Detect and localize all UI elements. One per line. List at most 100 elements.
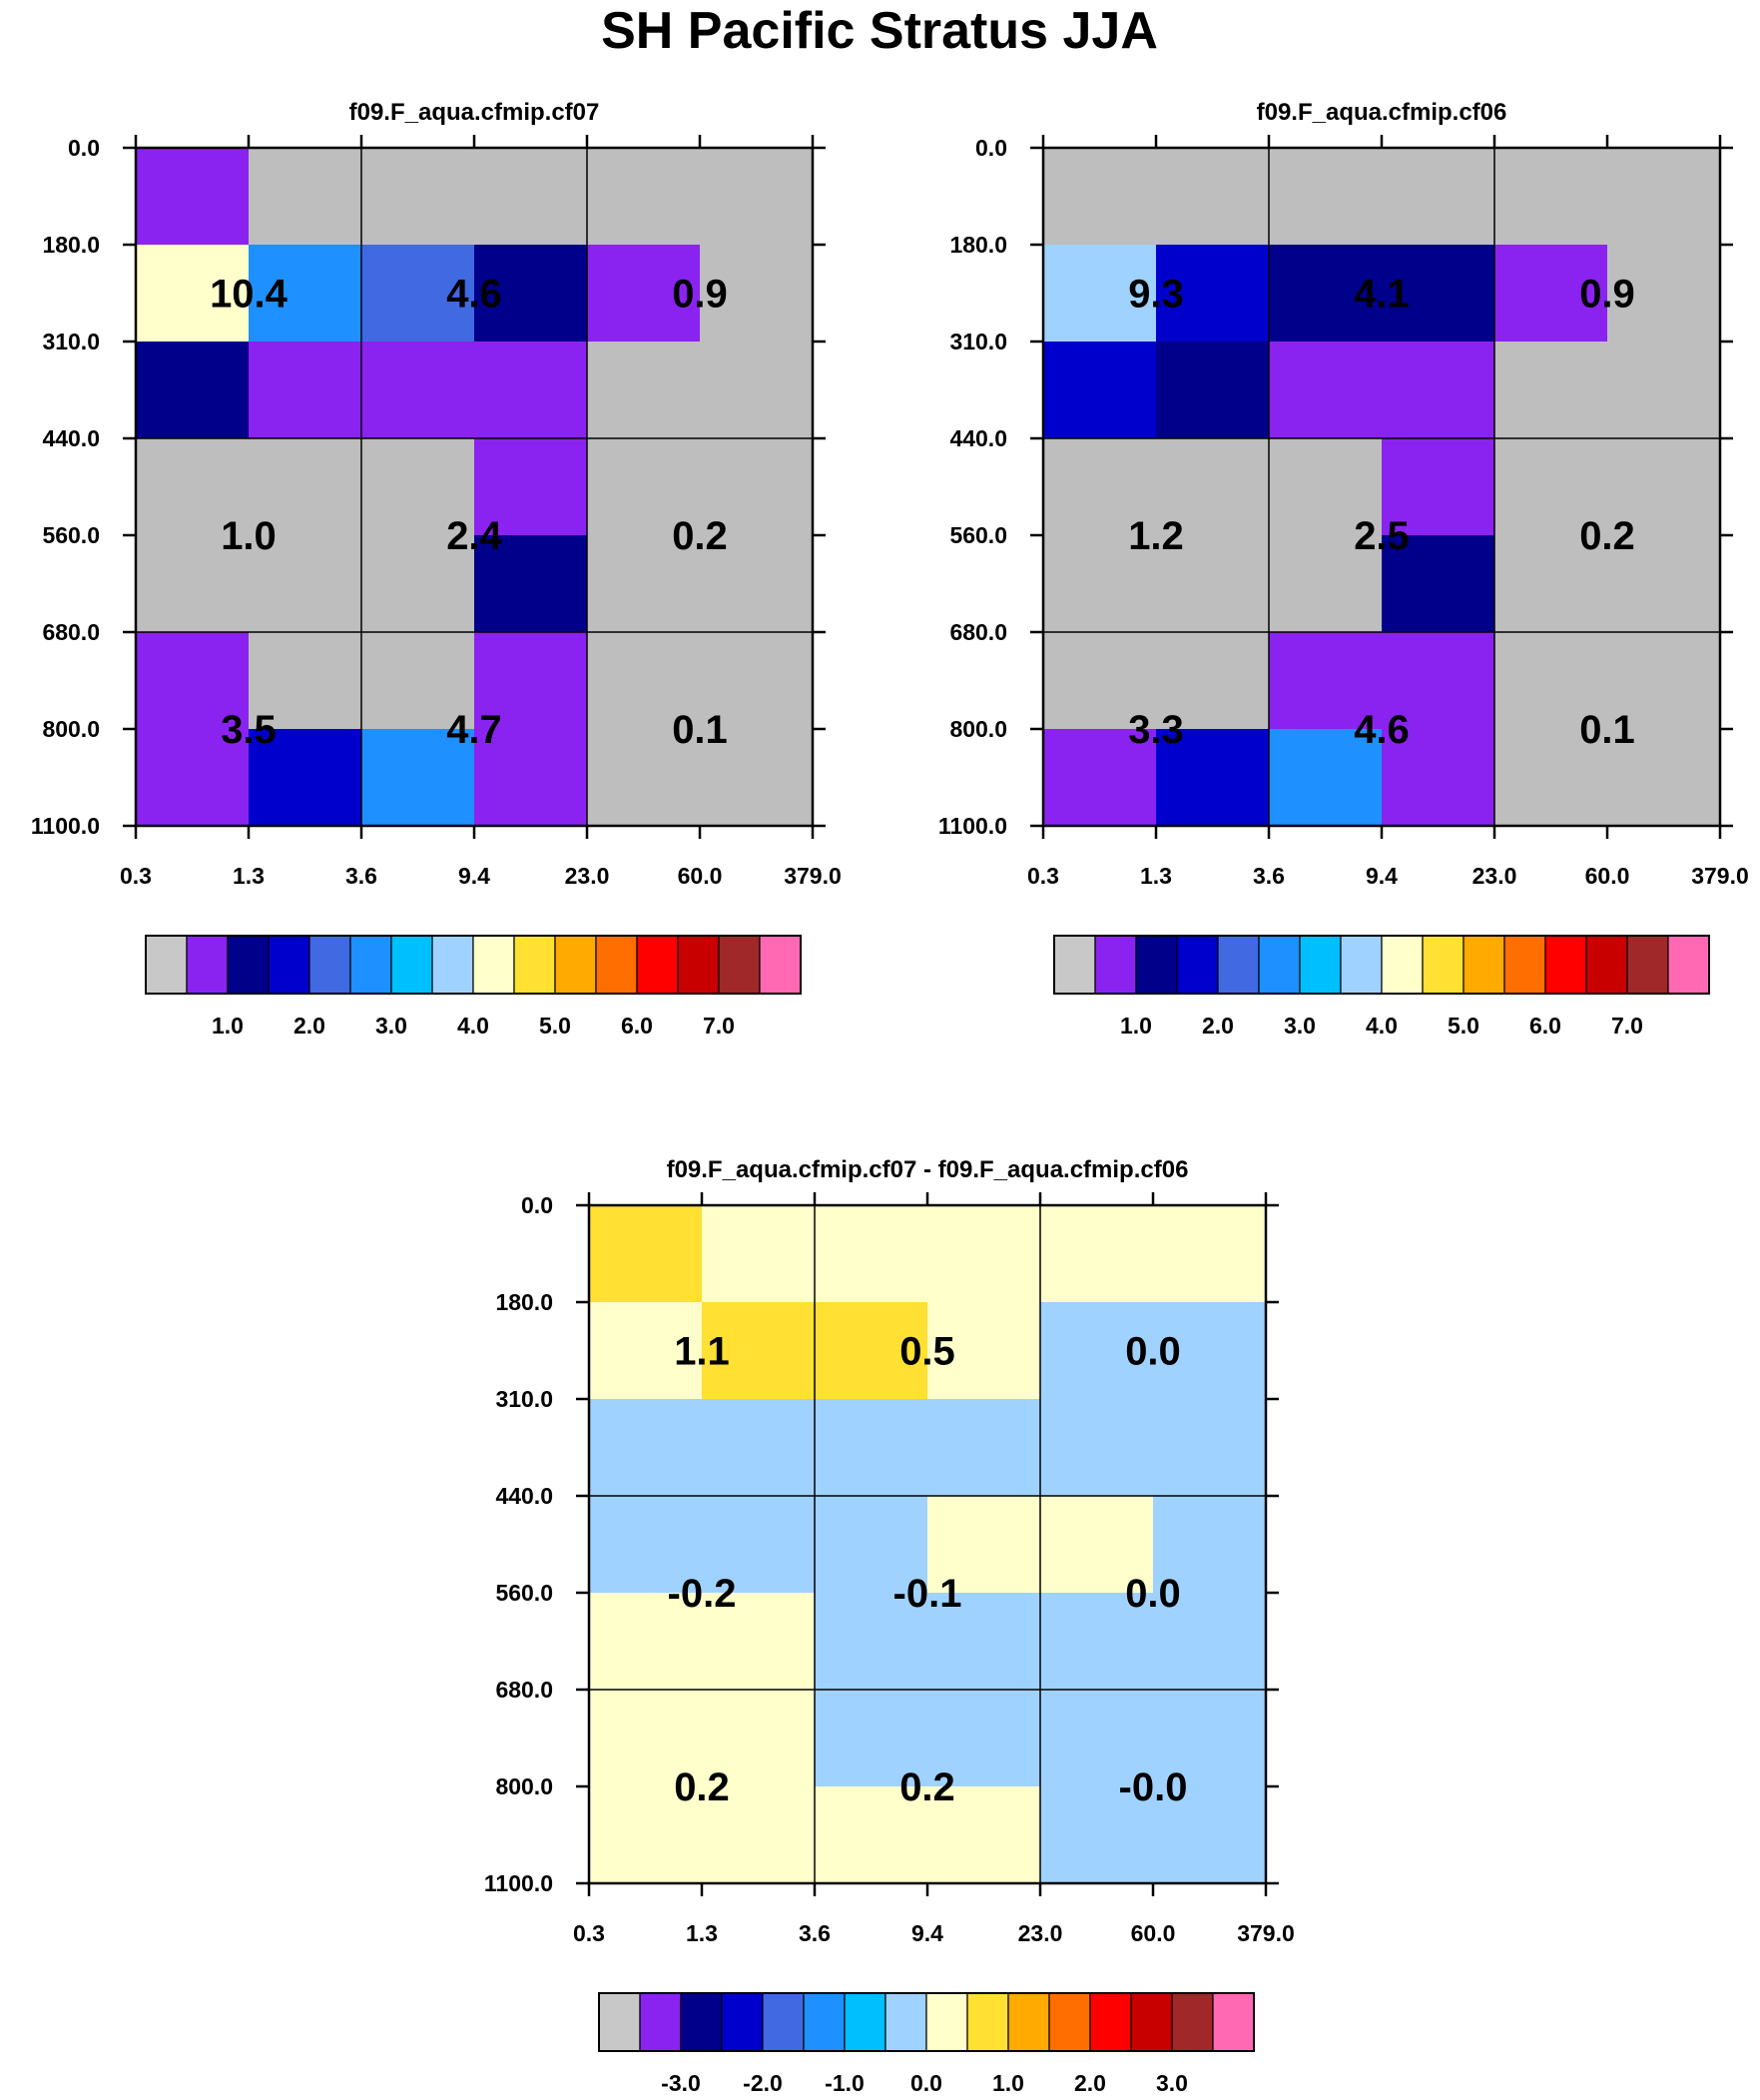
box-value-label: 0.1 [1579, 708, 1635, 752]
heatmap-cell [700, 632, 814, 730]
colorbar-label: 1.0 [992, 2070, 1024, 2096]
y-tick-label: 0.0 [521, 1192, 553, 1218]
heatmap-cell [1156, 535, 1270, 633]
x-tick-label: 60.0 [678, 863, 723, 889]
colorbar-swatch [1463, 935, 1505, 995]
heatmap-cell [1269, 729, 1383, 827]
heatmap-cell [1153, 1205, 1267, 1303]
colorbar-label: 2.0 [1202, 1013, 1234, 1039]
x-tick-label: 3.6 [799, 1920, 831, 1946]
x-tick-label: 9.4 [458, 863, 490, 889]
heatmap-cell [136, 342, 250, 439]
y-tick-label: 180.0 [42, 232, 100, 258]
heatmap-cell [1153, 1496, 1267, 1594]
heatmap-cell [702, 1205, 816, 1303]
y-tick-label: 180.0 [495, 1289, 553, 1315]
heatmap-cell [136, 438, 250, 536]
x-tick-label: 3.6 [1253, 863, 1285, 889]
colorbar-label: 6.0 [621, 1013, 653, 1039]
colorbar-swatch [1258, 935, 1301, 995]
y-tick-label: 680.0 [949, 619, 1007, 645]
colorbar-swatch [598, 1992, 641, 2052]
colorbar-label: 4.0 [457, 1013, 489, 1039]
box-value-label: 0.1 [672, 708, 728, 752]
heatmap-cell [1382, 729, 1495, 827]
colorbar-swatch [1422, 935, 1465, 995]
heatmap-cell [1607, 729, 1721, 827]
y-tick-label: 310.0 [949, 329, 1007, 354]
heatmap-cell [361, 245, 475, 343]
heatmap-cell [702, 1690, 816, 1787]
heatmap-cell [1382, 535, 1495, 633]
x-tick-label: 379.0 [784, 863, 842, 889]
colorbar-swatch [1340, 935, 1383, 995]
colorbar-swatch [554, 935, 597, 995]
heatmap-cell [1156, 438, 1270, 536]
heatmap-cell [927, 1205, 1041, 1303]
box-value-label: 0.2 [899, 1765, 955, 1809]
heatmap-cell [249, 342, 362, 439]
box-value-label: 10.4 [210, 273, 289, 317]
colorbar-label: 3.0 [1156, 2070, 1188, 2096]
heatmap-cell [249, 729, 362, 827]
colorbar-swatch [595, 935, 638, 995]
colorbar-swatch [145, 935, 188, 995]
y-tick-label: 800.0 [42, 716, 100, 742]
heatmap-cell [361, 342, 475, 439]
colorbar-label: 2.0 [1074, 2070, 1106, 2096]
colorbar-swatch [431, 935, 474, 995]
colorbar-swatch [268, 935, 310, 995]
heatmap-cell [1040, 1302, 1154, 1400]
colorbar-swatch [677, 935, 720, 995]
heatmap-cell [136, 148, 250, 246]
x-tick-label: 23.0 [1472, 863, 1517, 889]
heatmap-cell [1382, 438, 1495, 536]
panel-1: f09.F_aqua.cfmip.cf07 0.0 180.0 310.0 440.0 5… [31, 99, 842, 1039]
heatmap-cell [1269, 632, 1383, 730]
heatmap-cell [1269, 535, 1383, 633]
x-tick-label: 379.0 [1691, 863, 1749, 889]
heatmap-cell [1040, 1205, 1154, 1303]
box-value-label: 1.0 [221, 514, 277, 558]
heatmap-cell [361, 535, 475, 633]
box-value-label: 1.1 [674, 1330, 730, 1374]
heatmap-cell [927, 1496, 1041, 1594]
heatmap-cell [474, 342, 588, 439]
colorbar-swatch [639, 1992, 682, 2052]
heatmap-cell [1043, 438, 1157, 536]
heatmap-cell [1043, 245, 1157, 343]
y-tick-label: 310.0 [42, 329, 100, 354]
heatmap-cell [589, 1399, 703, 1497]
colorbar-swatch [1381, 935, 1424, 995]
heatmap-cell [136, 245, 250, 343]
y-tick-label: 1100.0 [938, 813, 1007, 839]
heatmap-cell [1607, 535, 1721, 633]
heatmap-cell [702, 1399, 816, 1497]
colorbar-frame [598, 1992, 1255, 2052]
heatmap-cell [587, 729, 701, 827]
heatmap-cell [1153, 1593, 1267, 1691]
y-tick-label: 560.0 [495, 1580, 553, 1606]
colorbar-swatch [1007, 1992, 1050, 2052]
box-value-label: 0.0 [1125, 1572, 1181, 1616]
heatmap-cell [815, 1205, 928, 1303]
heatmap-cell [249, 148, 362, 246]
heatmap-cell [1269, 438, 1383, 536]
y-tick-label: 180.0 [949, 232, 1007, 258]
x-tick-label: 9.4 [1366, 863, 1398, 889]
colorbar-swatch [1089, 1992, 1132, 2052]
heatmap-cell [1156, 729, 1270, 827]
heatmap-cell [361, 438, 475, 536]
colorbar-swatch [186, 935, 229, 995]
heatmap-cell [1156, 148, 1270, 246]
heatmap-cell [1494, 632, 1608, 730]
box-value-label: 0.2 [1579, 514, 1635, 558]
x-tick-label: 60.0 [1131, 1920, 1176, 1946]
colorbar-swatch [227, 935, 270, 995]
heatmap-cell [927, 1786, 1041, 1884]
heatmap-cell [589, 1690, 703, 1787]
colorbar-swatch [349, 935, 392, 995]
colorbar-swatch [1171, 1992, 1214, 2052]
heatmap-cell [249, 535, 362, 633]
y-tick-label: 560.0 [949, 522, 1007, 548]
